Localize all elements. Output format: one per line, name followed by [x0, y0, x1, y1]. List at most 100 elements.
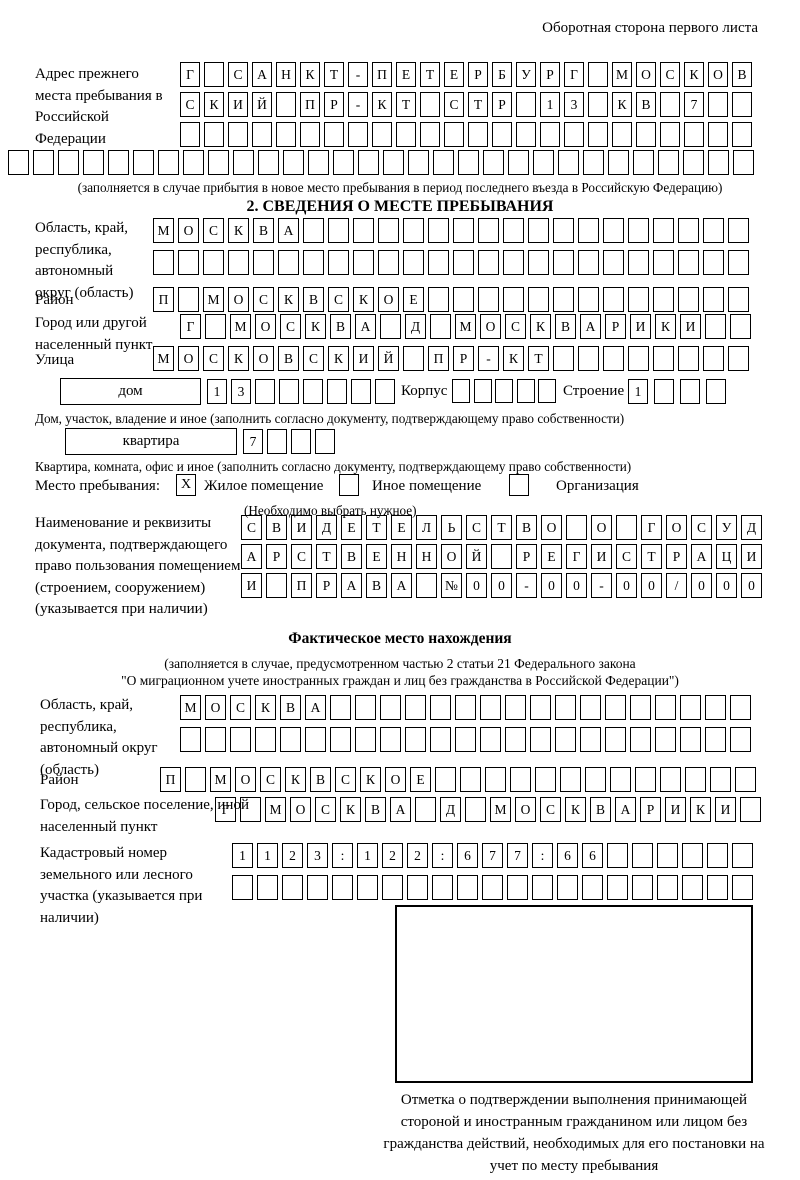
char-box[interactable] [428, 218, 449, 243]
char-box[interactable]: Р [468, 62, 488, 87]
char-box[interactable]: Т [491, 515, 512, 540]
char-box[interactable] [510, 767, 531, 792]
char-box[interactable] [655, 727, 676, 752]
char-box[interactable]: С [328, 287, 349, 312]
char-box[interactable] [485, 767, 506, 792]
char-box[interactable] [682, 843, 703, 868]
char-box[interactable] [178, 287, 199, 312]
char-box[interactable]: - [348, 62, 368, 87]
char-box[interactable] [375, 379, 395, 404]
char-box[interactable] [108, 150, 129, 175]
char-box[interactable] [353, 218, 374, 243]
char-box[interactable] [628, 287, 649, 312]
char-box[interactable] [732, 122, 752, 147]
char-box[interactable] [300, 122, 320, 147]
char-box[interactable] [578, 250, 599, 275]
char-box[interactable]: Р [605, 314, 626, 339]
char-box[interactable] [660, 92, 680, 117]
char-box[interactable]: С [241, 515, 262, 540]
char-box[interactable] [372, 122, 392, 147]
char-box[interactable]: С [315, 797, 336, 822]
char-box[interactable]: С [180, 92, 200, 117]
char-box[interactable]: С [540, 797, 561, 822]
char-box[interactable]: 2 [282, 843, 303, 868]
char-box[interactable] [433, 150, 454, 175]
char-box[interactable]: Д [741, 515, 762, 540]
char-box[interactable] [540, 122, 560, 147]
char-box[interactable] [503, 218, 524, 243]
char-box[interactable] [491, 544, 512, 569]
char-box[interactable]: С [335, 767, 356, 792]
char-box[interactable] [58, 150, 79, 175]
char-box[interactable] [555, 727, 576, 752]
char-box[interactable]: О [666, 515, 687, 540]
char-box[interactable]: М [230, 314, 251, 339]
char-box[interactable] [133, 150, 154, 175]
char-box[interactable]: 0 [691, 573, 712, 598]
char-box[interactable] [453, 287, 474, 312]
char-box[interactable]: М [203, 287, 224, 312]
char-box[interactable]: В [280, 695, 301, 720]
char-box[interactable]: О [253, 346, 274, 371]
char-box[interactable] [183, 150, 204, 175]
char-box[interactable]: Г [566, 544, 587, 569]
char-box[interactable]: М [153, 218, 174, 243]
char-box[interactable] [432, 875, 453, 900]
char-box[interactable]: А [691, 544, 712, 569]
char-box[interactable]: О [385, 767, 406, 792]
char-box[interactable] [535, 767, 556, 792]
char-box[interactable] [657, 875, 678, 900]
char-box[interactable] [208, 150, 229, 175]
char-box[interactable] [628, 346, 649, 371]
char-box[interactable]: 1 [357, 843, 378, 868]
char-box[interactable] [380, 695, 401, 720]
char-box[interactable] [478, 218, 499, 243]
char-box[interactable] [607, 843, 628, 868]
char-box[interactable]: И [630, 314, 651, 339]
char-box[interactable]: : [432, 843, 453, 868]
char-box[interactable] [560, 767, 581, 792]
char-box[interactable] [403, 346, 424, 371]
char-box[interactable]: К [360, 767, 381, 792]
char-box[interactable]: К [503, 346, 524, 371]
char-box[interactable] [330, 695, 351, 720]
char-box[interactable]: К [690, 797, 711, 822]
char-box[interactable] [630, 727, 651, 752]
char-box[interactable]: А [615, 797, 636, 822]
char-box[interactable] [415, 797, 436, 822]
char-box[interactable]: С [253, 287, 274, 312]
char-box[interactable]: Е [391, 515, 412, 540]
char-box[interactable]: О [178, 218, 199, 243]
char-box[interactable]: В [516, 515, 537, 540]
char-box[interactable] [408, 150, 429, 175]
char-box[interactable]: Ь [441, 515, 462, 540]
char-box[interactable] [455, 727, 476, 752]
char-box[interactable] [530, 695, 551, 720]
char-box[interactable]: 7 [482, 843, 503, 868]
char-box[interactable]: И [680, 314, 701, 339]
char-box[interactable] [178, 250, 199, 275]
char-box[interactable] [278, 250, 299, 275]
char-box[interactable]: С [291, 544, 312, 569]
char-box[interactable]: 1 [540, 92, 560, 117]
char-box[interactable] [733, 150, 754, 175]
char-box[interactable] [578, 346, 599, 371]
char-box[interactable] [255, 727, 276, 752]
char-box[interactable]: Р [324, 92, 344, 117]
char-box[interactable] [703, 287, 724, 312]
char-box[interactable]: М [180, 695, 201, 720]
char-box[interactable] [492, 122, 512, 147]
char-box[interactable]: Н [416, 544, 437, 569]
char-box[interactable] [708, 92, 728, 117]
char-box[interactable] [705, 314, 726, 339]
char-box[interactable] [266, 573, 287, 598]
char-box[interactable]: В [732, 62, 752, 87]
char-box[interactable] [528, 218, 549, 243]
char-box[interactable]: Т [324, 62, 344, 87]
char-box[interactable]: П [428, 346, 449, 371]
char-box[interactable] [516, 92, 536, 117]
char-box[interactable] [628, 218, 649, 243]
char-box[interactable] [566, 515, 587, 540]
char-box[interactable] [705, 727, 726, 752]
char-box[interactable]: О [708, 62, 728, 87]
